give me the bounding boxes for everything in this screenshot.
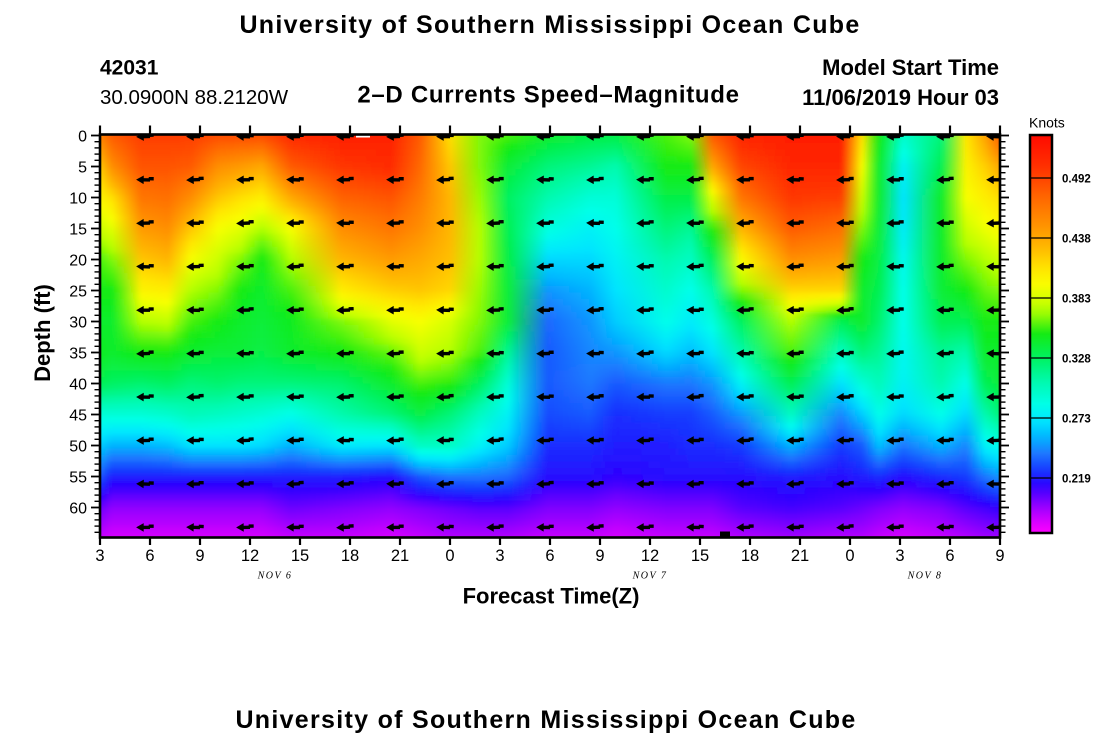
svg-text:15: 15 [291, 547, 309, 565]
svg-text:Depth (ft): Depth (ft) [30, 284, 55, 382]
svg-text:18: 18 [741, 547, 759, 565]
svg-text:12: 12 [641, 547, 659, 565]
svg-text:0.219: 0.219 [1062, 474, 1091, 486]
svg-text:18: 18 [341, 547, 359, 565]
svg-text:0.438: 0.438 [1062, 234, 1091, 246]
svg-text:11/06/2019 Hour 03: 11/06/2019 Hour 03 [802, 85, 999, 110]
svg-text:6: 6 [145, 547, 154, 565]
svg-text:0.383: 0.383 [1062, 294, 1091, 306]
svg-text:NOV 7: NOV 7 [632, 571, 668, 582]
svg-text:12: 12 [241, 547, 259, 565]
svg-text:0.273: 0.273 [1062, 414, 1091, 426]
svg-text:9: 9 [595, 547, 604, 565]
svg-text:NOV 8: NOV 8 [907, 571, 943, 582]
svg-text:2–D Currents Speed–Magnitude: 2–D Currents Speed–Magnitude [357, 82, 739, 109]
svg-text:30: 30 [69, 314, 87, 331]
svg-text:35: 35 [69, 345, 87, 362]
svg-text:0: 0 [845, 547, 854, 565]
svg-text:6: 6 [945, 547, 954, 565]
svg-text:Knots: Knots [1029, 115, 1065, 131]
svg-text:3: 3 [895, 547, 904, 565]
svg-text:42031: 42031 [100, 57, 159, 80]
svg-text:University of Southern Mississ: University of Southern Mississippi Ocean… [239, 11, 860, 39]
svg-text:9: 9 [195, 547, 204, 565]
svg-text:20: 20 [69, 252, 87, 269]
svg-text:21: 21 [391, 547, 409, 565]
svg-text:0.492: 0.492 [1062, 174, 1091, 186]
svg-text:45: 45 [69, 407, 87, 424]
svg-text:9: 9 [995, 547, 1004, 565]
svg-text:55: 55 [69, 469, 87, 486]
svg-text:5: 5 [78, 159, 87, 176]
svg-text:0: 0 [445, 547, 454, 565]
svg-text:60: 60 [69, 500, 87, 517]
svg-text:30.0900N 88.2120W: 30.0900N 88.2120W [100, 86, 289, 109]
svg-text:Model Start Time: Model Start Time [822, 55, 999, 80]
svg-text:40: 40 [69, 376, 87, 393]
svg-text:Forecast Time(Z): Forecast Time(Z) [463, 584, 640, 609]
svg-text:University of Southern Mississ: University of Southern Mississippi Ocean… [235, 706, 856, 734]
svg-text:15: 15 [691, 547, 709, 565]
svg-text:10: 10 [69, 190, 87, 207]
svg-text:6: 6 [545, 547, 554, 565]
svg-text:NOV 6: NOV 6 [257, 571, 293, 582]
svg-text:25: 25 [69, 283, 87, 300]
svg-text:3: 3 [495, 547, 504, 565]
svg-text:50: 50 [69, 438, 87, 455]
svg-text:3: 3 [95, 547, 104, 565]
svg-text:15: 15 [69, 221, 87, 238]
svg-text:0.328: 0.328 [1062, 354, 1091, 366]
svg-text:0: 0 [78, 128, 87, 145]
svg-text:21: 21 [791, 547, 809, 565]
